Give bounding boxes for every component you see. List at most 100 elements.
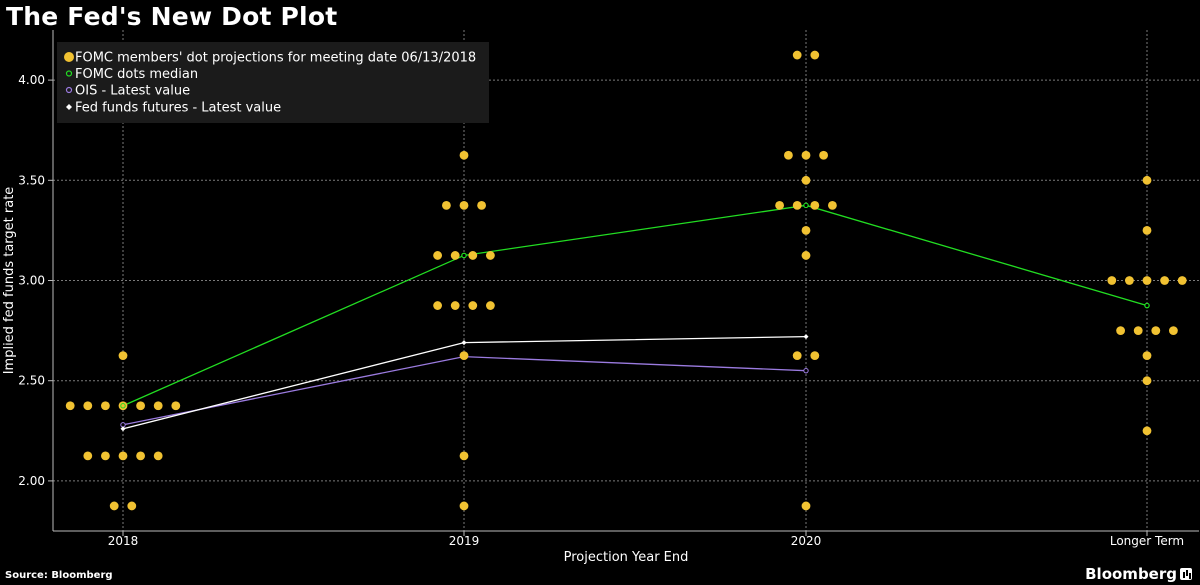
fomc-dot	[810, 200, 820, 210]
fomc-dot	[442, 200, 451, 210]
fomc-dot	[1160, 276, 1169, 285]
bloomberg-logo: Bloomberg	[1085, 565, 1192, 583]
fomc-dot	[1177, 276, 1187, 285]
fomc-dot	[1169, 326, 1178, 335]
fomc-dot	[792, 50, 802, 60]
fomc-dot	[801, 501, 811, 511]
fomc-dot	[83, 451, 93, 461]
fomc-dot	[136, 451, 146, 461]
legend-swatch-dots	[64, 52, 74, 62]
y-tick-label: 2.00	[18, 474, 45, 488]
fomc-dot	[153, 401, 163, 411]
fomc-dot	[1142, 376, 1152, 386]
fomc-dot	[486, 251, 495, 260]
fomc-dot	[1133, 326, 1143, 335]
legend-label-ois: OIS - Latest value	[75, 84, 190, 99]
legend-item-median: FOMC dots median	[65, 67, 198, 82]
fomc-dot	[459, 501, 469, 511]
fomc-dot	[171, 401, 181, 411]
legend-item-ois: OIS - Latest value	[65, 84, 190, 99]
legend-label-futures: Fed funds futures - Latest value	[75, 101, 281, 116]
fomc-dot	[459, 150, 469, 160]
legend-item-dots: FOMC members' dot projections for meetin…	[64, 51, 476, 66]
legend: FOMC members' dot projections for meetin…	[57, 42, 489, 123]
fomc-dot	[450, 301, 460, 310]
fomc-dot	[153, 451, 163, 461]
fomc-dot	[118, 451, 128, 461]
fomc-dot	[792, 200, 802, 210]
legend-background	[57, 42, 489, 123]
legend-label-median: FOMC dots median	[75, 67, 198, 82]
grid-layer	[53, 30, 1199, 531]
legend-swatch-median	[65, 70, 73, 77]
x-tick-label: 2018	[108, 534, 139, 548]
fomc-dot	[810, 351, 820, 361]
fomc-dot	[1142, 351, 1152, 361]
fomc-dot	[1142, 175, 1152, 185]
y-tick-label: 3.00	[18, 274, 45, 288]
fomc-dot	[1142, 226, 1152, 235]
fomc-dot	[477, 200, 486, 210]
fomc-dot	[459, 351, 469, 361]
fomc-dot	[459, 200, 469, 210]
fomc-dot	[65, 401, 75, 411]
fomc-dot	[101, 451, 110, 461]
legend-label-dots: FOMC members' dot projections for meetin…	[75, 51, 476, 66]
fomc-dot	[810, 50, 820, 60]
median-point-overlay	[803, 202, 809, 209]
fomc-dot	[801, 175, 811, 185]
x-tick-label: 2019	[449, 534, 480, 548]
fomc-dot	[819, 150, 828, 160]
legend-swatch-futures	[66, 104, 72, 110]
fomc-dot	[433, 301, 442, 310]
fomc-dot	[109, 501, 119, 511]
x-axis-title: Projection Year End	[564, 550, 689, 565]
chart-title: The Fed's New Dot Plot	[6, 2, 338, 31]
x-tick-label: 2020	[791, 534, 822, 548]
fomc-dot	[136, 401, 146, 411]
fomc-dot	[1142, 276, 1152, 285]
axis-layer: 2.00 2.50 3.00 3.50 4.00 2018 2019 2020 Longer T…	[2, 30, 1199, 565]
bloomberg-logo-text: Bloomberg	[1085, 565, 1177, 583]
fomc-dot	[828, 200, 837, 210]
fomc-dot	[792, 351, 802, 361]
fomc-dot	[1116, 326, 1125, 335]
y-tick-label: 4.00	[18, 73, 45, 87]
legend-swatch-ois	[65, 86, 73, 94]
median-line	[122, 204, 1148, 407]
fomc-dot	[1107, 276, 1117, 285]
futures-point	[120, 426, 126, 432]
futures-point	[803, 334, 809, 340]
dot-layer	[65, 50, 1187, 511]
legend-item-futures: Fed funds futures - Latest value	[66, 101, 281, 116]
fomc-dot	[118, 401, 128, 411]
y-tick-label: 3.50	[18, 173, 45, 187]
fomc-dot	[118, 351, 128, 361]
fomc-dot	[486, 301, 495, 310]
fomc-dot	[101, 401, 110, 411]
median-point-overlay	[120, 403, 126, 409]
bloomberg-chart-icon	[1180, 568, 1192, 580]
fomc-dot	[450, 251, 460, 260]
y-axis-title: Implied fed funds target rate	[2, 187, 17, 375]
fomc-dot	[1125, 276, 1134, 285]
fomc-dot	[468, 251, 478, 260]
futures-point	[461, 340, 467, 346]
fomc-dot	[801, 251, 811, 260]
fomc-dot	[1142, 426, 1152, 436]
source-note: Source: Bloomberg	[5, 570, 113, 581]
fomc-dot	[775, 200, 784, 210]
fomc-dot	[83, 401, 93, 411]
line-layer	[120, 202, 1150, 432]
fomc-dot	[801, 226, 811, 235]
x-tick-label: Longer Term	[1110, 534, 1184, 548]
fomc-dot	[468, 301, 478, 310]
median-point-overlay	[1144, 302, 1150, 309]
fomc-dot	[459, 451, 469, 461]
ois-point	[803, 367, 809, 374]
fomc-dot	[801, 150, 811, 160]
fomc-dot	[433, 251, 442, 260]
fomc-dot	[784, 150, 793, 160]
median-point-overlay	[461, 252, 467, 259]
